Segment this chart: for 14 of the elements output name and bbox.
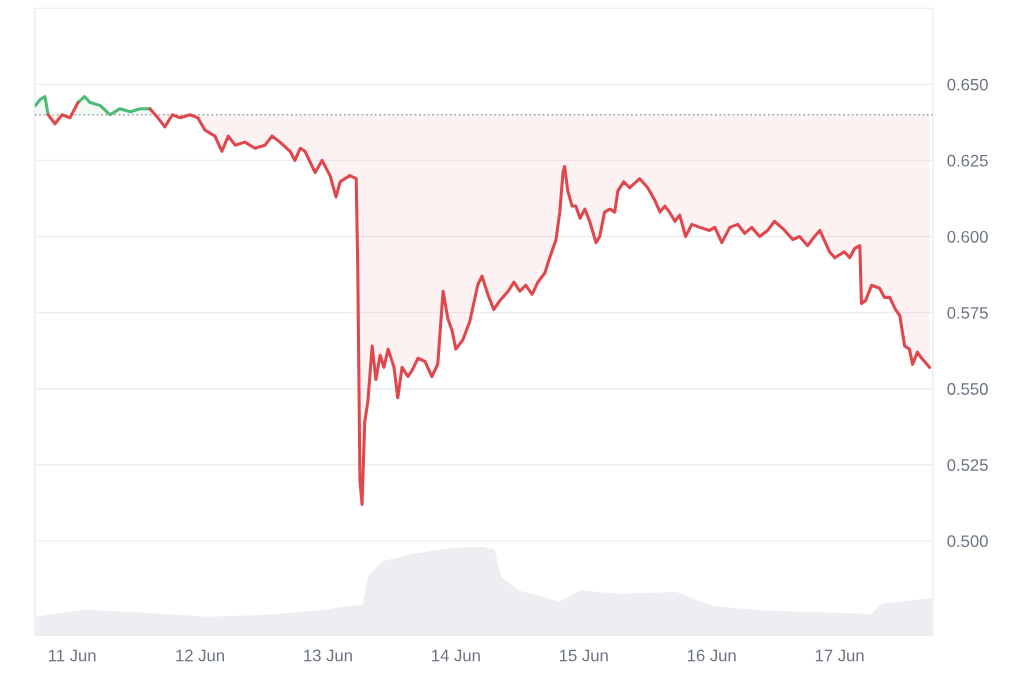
y-tick-label: 0.525	[947, 459, 988, 471]
y-tick-label: 0.575	[947, 307, 988, 319]
x-tick-label: 14 Jun	[432, 649, 480, 662]
y-tick-label: 0.625	[947, 154, 988, 167]
x-tick-label: 11 Jun	[48, 649, 96, 662]
x-tick-label: 15 Jun	[560, 649, 608, 662]
x-tick-label: 12 Jun	[176, 649, 224, 662]
x-tick-label: 16 Jun	[687, 649, 736, 662]
y-tick-label: 0.550	[947, 383, 988, 395]
x-tick-label: 17 Jun	[815, 649, 864, 662]
y-tick-label: 0.650	[947, 78, 988, 91]
x-tick-label: 13 Jun	[304, 649, 352, 662]
y-tick-label: 0.500	[947, 535, 988, 548]
y-tick-label: 0.600	[947, 230, 988, 243]
